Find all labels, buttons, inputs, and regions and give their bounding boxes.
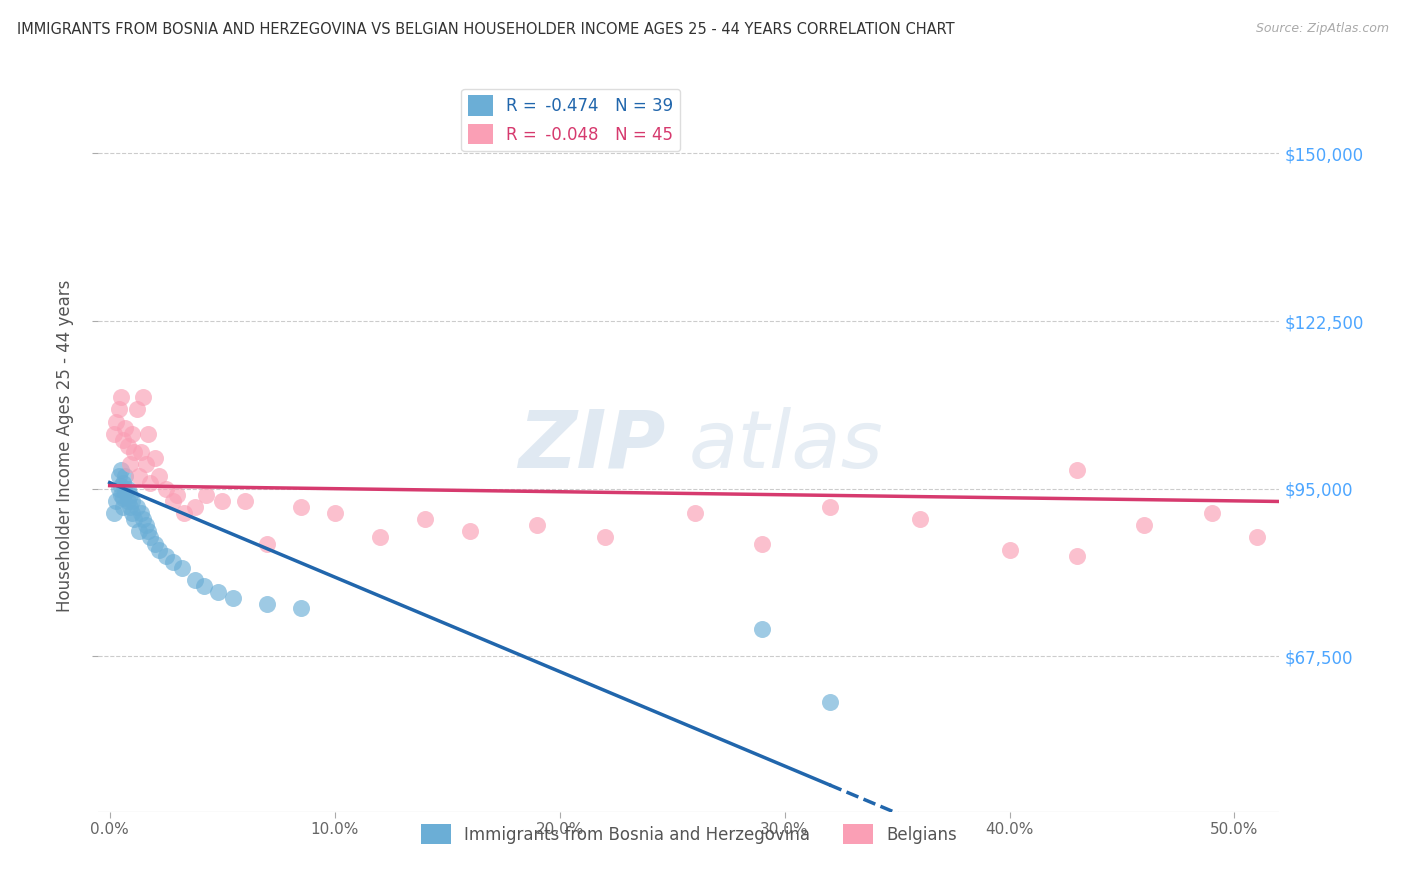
Point: [107, 482, 129, 496]
Point: [290, 600, 312, 615]
Point: [135, 458, 157, 472]
Point: [103, 506, 125, 520]
Point: [110, 478, 132, 492]
Point: [136, 524, 159, 539]
Point: [818, 695, 841, 709]
Point: [184, 500, 207, 514]
Point: [125, 402, 148, 417]
Point: [107, 469, 129, 483]
Point: [256, 598, 278, 612]
Point: [107, 402, 129, 417]
Point: [118, 500, 141, 514]
Point: [125, 500, 148, 514]
Point: [170, 561, 193, 575]
Point: [110, 488, 132, 502]
Point: [1133, 518, 1156, 533]
Point: [112, 491, 135, 505]
Point: [136, 426, 159, 441]
Point: [155, 549, 177, 563]
Point: [135, 518, 157, 533]
Point: [148, 469, 170, 483]
Point: [128, 524, 150, 539]
Point: [112, 475, 135, 490]
Point: [143, 451, 166, 466]
Point: [117, 482, 139, 496]
Point: [413, 512, 436, 526]
Point: [121, 426, 143, 441]
Point: [128, 469, 150, 483]
Point: [110, 390, 132, 404]
Point: [751, 622, 773, 636]
Point: [526, 518, 548, 533]
Y-axis label: Householder Income Ages 25 - 44 years: Householder Income Ages 25 - 44 years: [56, 280, 75, 612]
Point: [105, 494, 128, 508]
Point: [222, 591, 245, 606]
Point: [132, 390, 155, 404]
Point: [112, 433, 135, 447]
Point: [1066, 463, 1088, 477]
Point: [207, 585, 229, 599]
Point: [166, 488, 188, 502]
Point: [103, 426, 125, 441]
Point: [124, 445, 146, 459]
Point: [139, 530, 162, 544]
Text: Source: ZipAtlas.com: Source: ZipAtlas.com: [1256, 22, 1389, 36]
Point: [683, 506, 706, 520]
Point: [211, 494, 233, 508]
Point: [323, 506, 346, 520]
Point: [121, 494, 143, 508]
Point: [155, 482, 177, 496]
Point: [233, 494, 256, 508]
Point: [908, 512, 931, 526]
Text: IMMIGRANTS FROM BOSNIA AND HERZEGOVINA VS BELGIAN HOUSEHOLDER INCOME AGES 25 - 4: IMMIGRANTS FROM BOSNIA AND HERZEGOVINA V…: [17, 22, 955, 37]
Point: [256, 536, 278, 550]
Point: [110, 463, 132, 477]
Point: [124, 512, 146, 526]
Point: [139, 475, 162, 490]
Point: [751, 536, 773, 550]
Point: [593, 530, 616, 544]
Point: [818, 500, 841, 514]
Point: [1201, 506, 1223, 520]
Point: [114, 421, 136, 435]
Point: [132, 512, 155, 526]
Point: [121, 506, 143, 520]
Point: [162, 494, 184, 508]
Legend: Immigrants from Bosnia and Herzegovina, Belgians: Immigrants from Bosnia and Herzegovina, …: [413, 817, 965, 851]
Point: [998, 542, 1021, 557]
Point: [290, 500, 312, 514]
Point: [195, 488, 218, 502]
Point: [193, 579, 215, 593]
Point: [162, 555, 184, 569]
Point: [1246, 530, 1268, 544]
Point: [129, 506, 152, 520]
Point: [143, 536, 166, 550]
Point: [1066, 549, 1088, 563]
Point: [184, 573, 207, 587]
Point: [112, 500, 135, 514]
Point: [118, 458, 141, 472]
Point: [173, 506, 195, 520]
Point: [118, 488, 141, 502]
Point: [114, 484, 136, 499]
Point: [105, 415, 128, 429]
Point: [148, 542, 170, 557]
Point: [114, 469, 136, 483]
Text: atlas: atlas: [689, 407, 884, 485]
Point: [117, 494, 139, 508]
Text: ZIP: ZIP: [517, 407, 665, 485]
Point: [117, 439, 139, 453]
Point: [368, 530, 391, 544]
Point: [129, 445, 152, 459]
Point: [458, 524, 481, 539]
